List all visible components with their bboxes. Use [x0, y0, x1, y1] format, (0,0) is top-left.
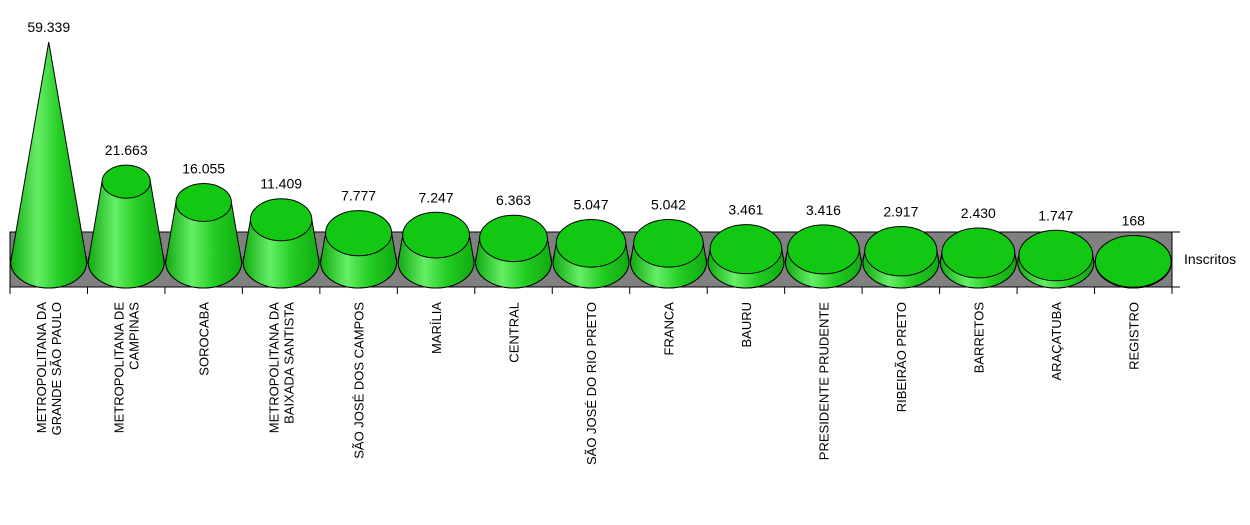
category-label: METROPOLITANA DA	[267, 302, 282, 434]
data-label: 168	[1122, 212, 1146, 228]
cone-top	[633, 219, 704, 268]
data-label: 6.363	[496, 192, 531, 208]
category-label: BAURU	[739, 302, 754, 348]
data-label: 3.416	[806, 202, 841, 218]
cone-bar	[862, 225, 940, 289]
category-label: METROPOLITANA DE	[112, 302, 127, 434]
cone-bar	[1094, 234, 1172, 289]
cone-bar	[475, 214, 553, 289]
series-label: Inscritos	[1184, 251, 1236, 267]
cone-top	[787, 224, 860, 275]
cone-bar	[1017, 229, 1095, 289]
data-label: 5.042	[651, 197, 686, 213]
cone-bar	[397, 211, 475, 289]
cone-bar	[552, 218, 630, 289]
cone-top	[709, 224, 783, 275]
category-label: SOROCABA	[197, 302, 212, 376]
cone-top	[325, 210, 393, 257]
category-label: FRANCA	[661, 302, 676, 356]
category-label: MARÍLIA	[429, 302, 444, 354]
category-label: SÃO JOSÉ DO RIO PRETO	[584, 302, 599, 465]
data-label: 7.777	[341, 188, 376, 204]
data-label: 3.461	[728, 202, 763, 218]
category-label: PRESIDENTE PRUDENTE	[816, 302, 831, 461]
cone-top	[249, 198, 313, 242]
category-label: CENTRAL	[507, 302, 522, 363]
category-label: GRANDE SÃO PAULO	[49, 302, 64, 435]
data-label: 11.409	[260, 176, 302, 192]
cone-top	[101, 164, 151, 199]
cone-bar	[242, 198, 320, 289]
data-label: 1.747	[1038, 207, 1073, 223]
data-label: 2.917	[883, 203, 918, 219]
cone-side	[165, 201, 243, 289]
cone-top	[555, 218, 627, 268]
data-label: 59.339	[27, 19, 70, 35]
cone-bar	[939, 227, 1017, 289]
cone-top	[175, 183, 232, 222]
cone-bar	[320, 210, 398, 289]
cone-bar	[707, 224, 785, 289]
cone-top	[1094, 234, 1172, 288]
data-label: 5.047	[573, 196, 608, 212]
category-label: CAMPINAS	[127, 302, 142, 370]
cone-bar	[784, 224, 862, 289]
category-label: METROPOLITANA DA	[34, 302, 49, 434]
category-label: RIBEIRÃO PRETO	[894, 302, 909, 412]
data-label: 21.663	[105, 142, 148, 158]
cone-bar	[165, 183, 243, 289]
cone-bar	[629, 219, 707, 289]
cone-bar	[87, 164, 165, 289]
category-label: ARAÇATUBA	[1049, 302, 1064, 381]
cone-top	[1018, 229, 1094, 282]
cone-bar	[10, 41, 88, 289]
cone-top	[864, 225, 938, 277]
cone-top	[402, 211, 470, 259]
category-label: REGISTRO	[1126, 302, 1141, 370]
category-label: SÃO JOSÉ DOS CAMPOS	[352, 302, 367, 459]
category-label: BARRETOS	[971, 302, 986, 374]
cone-top	[479, 214, 548, 263]
data-label: 2.430	[961, 205, 996, 221]
cone-side	[87, 181, 165, 289]
data-label: 7.247	[419, 189, 454, 205]
category-label: BAIXADA SANTISTA	[282, 302, 297, 424]
data-label: 16.055	[182, 161, 225, 177]
cone-top	[941, 227, 1016, 279]
cone-side	[10, 41, 88, 289]
